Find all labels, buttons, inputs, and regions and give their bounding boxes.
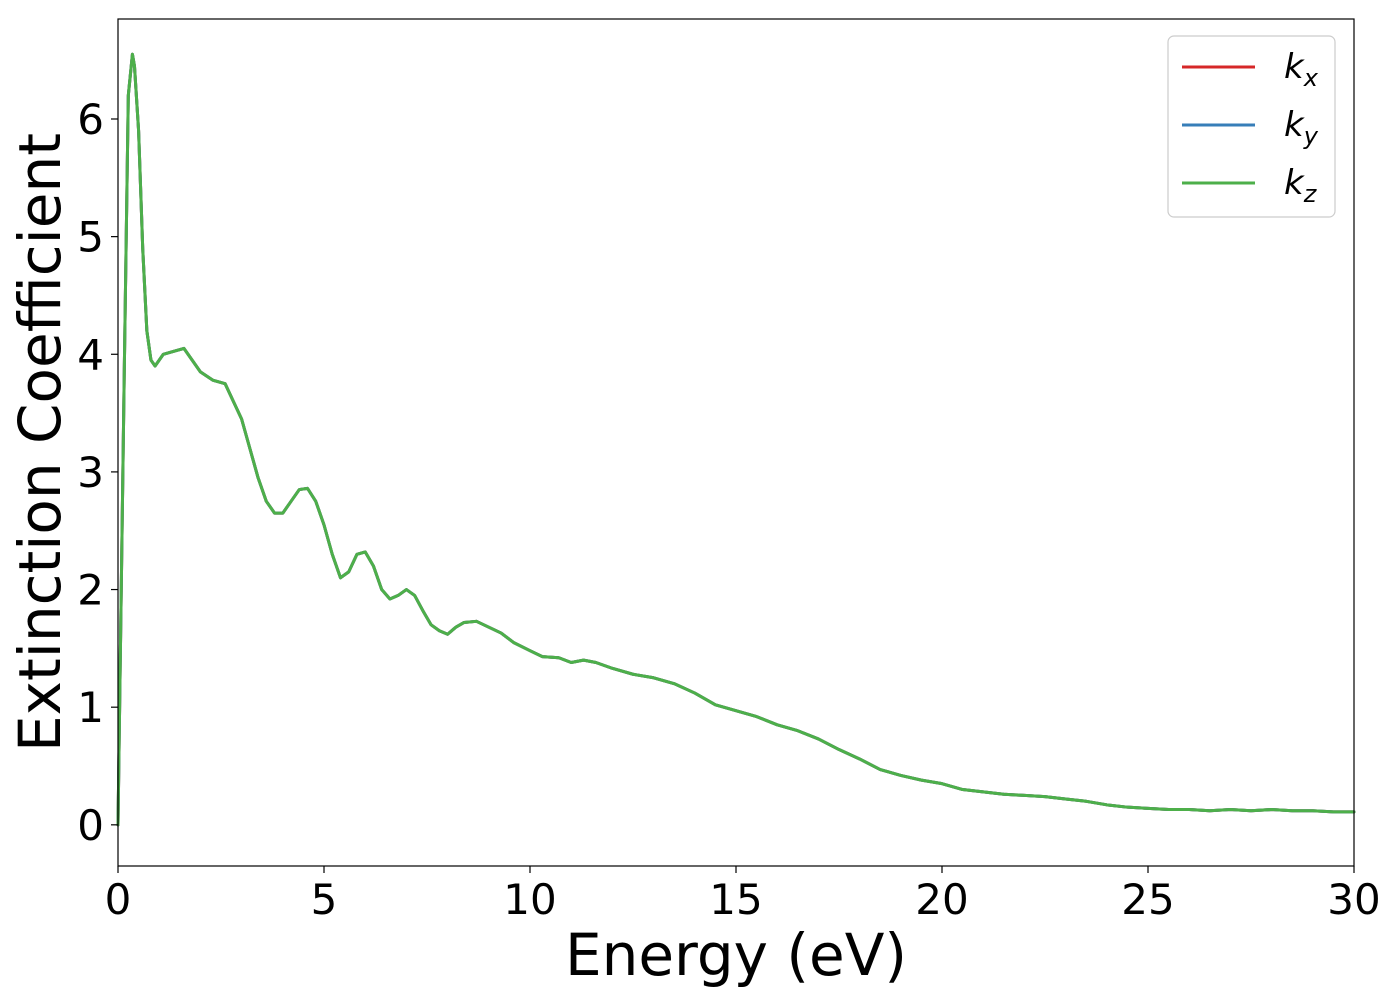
x-tick-label: 5 [311, 875, 338, 924]
x-tick-label: 15 [709, 875, 762, 924]
y-axis-label: Extinction Coefficient [6, 133, 74, 752]
legend-label-y: ky [1284, 105, 1319, 150]
tick-layer: 0 5 10 15 20 25 30 0 1 2 3 4 5 6 [77, 95, 1380, 924]
y-tick-label: 2 [77, 566, 104, 615]
x-tick-label: 10 [503, 875, 556, 924]
legend-label-x: kx [1284, 47, 1319, 92]
y-tick-label: 3 [77, 448, 104, 497]
series-layer [116, 52, 1356, 827]
y-tick-label: 5 [77, 213, 104, 262]
series-line-z [116, 52, 1356, 827]
y-tick-label: 6 [77, 95, 104, 144]
x-tick-label: 0 [105, 875, 132, 924]
x-axis-label: Energy (eV) [565, 921, 907, 989]
y-tick-label: 1 [77, 683, 104, 732]
legend: kx ky kz [1167, 35, 1336, 218]
x-tick-label: 20 [915, 875, 968, 924]
y-tick-label: 4 [77, 330, 104, 379]
x-tick-label: 30 [1327, 875, 1380, 924]
legend-label-z: kz [1284, 163, 1318, 208]
y-tick-label: 0 [77, 801, 104, 850]
x-tick-label: 25 [1121, 875, 1174, 924]
